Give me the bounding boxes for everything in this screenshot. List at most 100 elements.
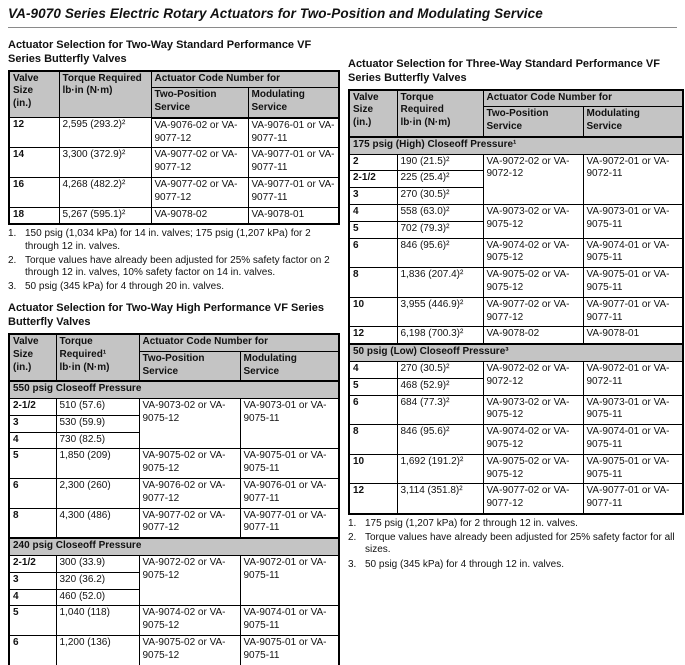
footnote-number: 3. — [8, 281, 17, 293]
section-label: 550 psig Closeoff Pressure — [8, 380, 340, 400]
torque-cell: 2,300 (260) — [55, 478, 140, 509]
header-row-1: Valve Size (in.) Torque Required¹ lb·in (… — [8, 333, 340, 382]
modulating-code-cell: VA-9072-01 or VA-9075-11 — [239, 555, 340, 607]
table-row: 6 684 (77.3)² VA-9073-02 or VA-9075-12 VA-9… — [348, 394, 684, 426]
table-row: 16 4,268 (482.2)² VA-9077-02 or VA-9077-12… — [8, 177, 340, 208]
two-position-code-cell: VA-9072-02 or VA-9072-12 — [482, 153, 584, 206]
table-row: 4 730 (82.5) — [8, 431, 339, 450]
torque-cell: 225 (25.4)² — [396, 170, 484, 189]
torque-cell: 5,267 (595.1)² — [58, 206, 152, 225]
valve-size-cell: 5 — [8, 605, 57, 637]
valve-size-cell: 12 — [348, 483, 398, 515]
footnote-text: 150 psig (1,034 kPa) for 14 in. valves; … — [25, 228, 311, 252]
table-row: 12 6,198 (700.3)² VA-9078-02 VA-9078-01 — [348, 326, 684, 345]
two-position-code-cell: VA-9077-02 or VA-9077-12 — [138, 507, 241, 539]
table-row: 8 4,300 (486) VA-9077-02 or VA-9077-12 VA-9… — [8, 507, 340, 539]
modulating-code-cell: VA-9073-01 or VA-9075-11 — [582, 394, 684, 426]
footnote-text: 50 psig (345 kPa) for 4 through 20 in. v… — [25, 281, 225, 293]
table-title: Actuator Selection for Two-Way High Perf… — [8, 302, 325, 329]
table-two-way-standard-performance: Actuator Selection for Two-Way Standard … — [8, 39, 340, 293]
two-position-code-cell: VA-9073-02 or VA-9075-12 — [482, 394, 584, 426]
header-row-2: Two-Position Service Modulating Service — [9, 350, 340, 383]
footnote-number: 3. — [348, 558, 357, 570]
footnote: 2. Torque values have already been adjust… — [8, 255, 338, 279]
valve-size-cell: 8 — [8, 507, 57, 539]
torque-cell: 2,595 (293.2)² — [58, 117, 152, 149]
torque-cell: 3,114 (351.8)² — [396, 483, 484, 515]
header-row-1: Valve Size (in.) Torque Required lb·in (N… — [348, 88, 684, 138]
modulating-code-cell: VA-9073-01 or VA-9075-11 — [239, 398, 340, 450]
two-position-code-cell: VA-9076-02 or VA-9077-12 — [138, 478, 241, 509]
right-column: Actuator Selection for Three-Way Standar… — [348, 58, 684, 577]
footnote-number: 2. — [348, 532, 357, 544]
table-title: Actuator Selection for Two-Way Standard … — [8, 39, 312, 65]
table-row: 10 1,692 (191.2)² VA-9075-02 or VA-9075-12… — [348, 453, 684, 485]
two-column-layout: Actuator Selection for Two-Way Standard … — [8, 39, 684, 665]
torque-cell: 320 (36.2) — [55, 571, 140, 590]
modulating-service-header: Modulating Service — [247, 87, 340, 119]
actuator-code-group-header: Actuator Code Number for — [150, 69, 340, 89]
valve-size-cell: 4 — [8, 588, 57, 607]
header-row-2: Two-Position Service Modulating Service — [349, 106, 684, 138]
table-row: 6 2,300 (260) VA-9076-02 or VA-9077-12 VA-9… — [8, 478, 340, 509]
modulating-code-cell: VA-9078-01 — [247, 206, 340, 225]
valve-size-cell: 3 — [348, 187, 398, 206]
torque-cell: 270 (30.5)² — [396, 187, 484, 206]
modulating-code-cell: VA-9074-01 or VA-9075-11 — [239, 605, 340, 637]
two-position-service-header: Two-Position Service — [138, 350, 241, 383]
two-position-code-cell: VA-9077-02 or VA-9077-12 — [482, 483, 584, 515]
valve-size-cell: 5 — [348, 220, 398, 239]
modulating-code-cell: VA-9076-01 or VA-9077-11 — [239, 478, 340, 509]
section-label: 240 psig Closeoff Pressure — [8, 537, 340, 557]
valve-size-cell: 4 — [348, 204, 398, 222]
torque-required-header: Torque Required lb·in (N·m) — [396, 88, 484, 138]
torque-cell: 558 (63.0)² — [396, 204, 484, 222]
valve-size-cell: 3 — [8, 571, 57, 590]
header-row-1: Valve Size (in.) Torque Required lb·in (N… — [8, 69, 340, 119]
torque-cell: 1,200 (136) — [55, 635, 140, 665]
valve-size-cell: 2-1/2 — [8, 398, 57, 416]
torque-cell: 270 (30.5)² — [396, 361, 484, 379]
two-position-code-cell: VA-9076-02 or VA-9077-12 — [150, 117, 249, 149]
table-row: 4 558 (63.0)² VA-9073-02 or VA-9075-12 VA-9… — [348, 204, 684, 239]
two-position-code-cell: VA-9075-02 or VA-9075-12 — [138, 635, 241, 665]
table-row: 6 1,200 (136) VA-9075-02 or VA-9075-12 VA-9… — [8, 635, 340, 665]
valve-size-cell: 8 — [348, 267, 398, 298]
valve-size-header: Valve Size (in.) — [8, 69, 60, 119]
footnote-number: 1. — [348, 518, 357, 530]
two-position-code-cell: VA-9073-02 or VA-9075-12 — [482, 204, 584, 239]
modulating-code-cell: VA-9078-01 — [582, 326, 684, 345]
valve-size-cell: 18 — [8, 206, 60, 225]
footnote-text: Torque values have already been adjusted… — [365, 532, 675, 556]
torque-cell: 684 (77.3)² — [396, 394, 484, 426]
table-row: 5 1,850 (209) VA-9075-02 or VA-9075-12 VA-9… — [8, 448, 340, 480]
footnote-text: Torque values have already been adjusted… — [25, 254, 330, 279]
footnote-text: 50 psig (345 kPa) for 4 through 12 in. v… — [365, 558, 565, 570]
torque-cell: 468 (52.9)² — [396, 377, 484, 396]
footnote: 3. 50 psig (345 kPa) for 4 through 12 in.… — [348, 559, 682, 571]
page-title: VA-9070 Series Electric Rotary Actuators… — [8, 5, 677, 28]
footnote: 1. 150 psig (1,034 kPa) for 14 in. valves… — [8, 228, 338, 252]
valve-size-cell: 12 — [8, 117, 60, 149]
two-position-code-cell: VA-9073-02 or VA-9075-12 — [138, 398, 241, 450]
torque-cell: 846 (95.6)² — [396, 237, 484, 269]
two-position-code-cell: VA-9078-02 — [482, 326, 584, 345]
torque-cell: 1,040 (118) — [55, 605, 140, 637]
table-row: 5 1,040 (118) VA-9074-02 or VA-9075-12 VA-9… — [8, 605, 340, 637]
two-position-code-cell: VA-9074-02 or VA-9075-12 — [482, 237, 584, 269]
footnotes-list: 1. 150 psig (1,034 kPa) for 14 in. valves… — [8, 228, 338, 293]
modulating-service-header: Modulating Service — [239, 350, 340, 383]
section-label: 50 psig (Low) Closeoff Pressure³ — [348, 343, 684, 363]
actuator-code-group-header: Actuator Code Number for — [138, 333, 340, 352]
modulating-code-cell: VA-9072-01 or VA-9072-11 — [582, 361, 684, 396]
table-row: 4 270 (30.5)² VA-9072-02 or VA-9072-12 VA-9… — [348, 361, 684, 396]
valve-size-cell: 3 — [8, 414, 57, 433]
data-table: Valve Size (in.) Torque Required¹ lb·in (… — [8, 332, 340, 665]
two-position-code-cell: VA-9072-02 or VA-9075-12 — [138, 555, 241, 607]
closeoff-pressure-section-row: 240 psig Closeoff Pressure — [8, 537, 340, 557]
two-position-code-cell: VA-9077-02 or VA-9077-12 — [150, 177, 249, 208]
valve-size-cell: 14 — [8, 147, 60, 179]
torque-cell: 702 (79.3)² — [396, 220, 484, 239]
valve-size-cell: 10 — [348, 453, 398, 485]
valve-size-cell: 5 — [348, 377, 398, 396]
